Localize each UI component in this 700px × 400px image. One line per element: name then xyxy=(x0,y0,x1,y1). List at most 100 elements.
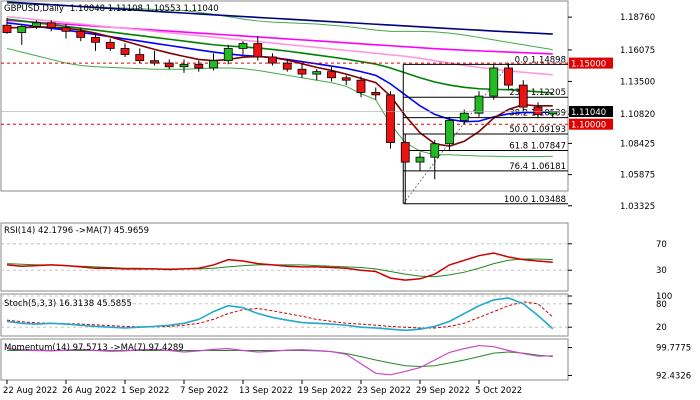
candle-body xyxy=(312,71,322,75)
moving-average-line-2 xyxy=(6,15,553,76)
rsi-line xyxy=(6,252,553,281)
level-label-bg xyxy=(569,57,613,69)
osc-tick-label: 20 xyxy=(656,323,667,333)
candle-body xyxy=(327,71,336,79)
time-tick-label: 23 Sep 2022 xyxy=(357,386,411,396)
osc-tick-label: 30 xyxy=(656,266,667,276)
osc-tick-label: 70 xyxy=(656,240,667,250)
fib-level-label: 100.0 1.03488 xyxy=(504,195,566,205)
candle-body xyxy=(91,37,100,43)
momentum-axis: 99.7775 92.4326 xyxy=(568,344,691,381)
time-axis: 22 Aug 2022 26 Aug 2022 1 Sep 2022 7 Sep 20… xyxy=(3,380,522,396)
fib-level-label: 76.4 1.06181 xyxy=(509,162,566,172)
time-tick-label: 13 Sep 2022 xyxy=(239,386,293,396)
candle-body xyxy=(459,112,469,121)
candle-body xyxy=(533,106,543,115)
candle-body xyxy=(430,143,440,158)
candle-body xyxy=(268,56,277,64)
candle-body xyxy=(223,48,233,62)
price-tick-label: 1.13500 xyxy=(620,77,655,87)
candle-body xyxy=(2,24,12,33)
momentum-panel: 99.7775 92.4326 Momentum(14) 97.5713 ->MA… xyxy=(0,338,691,381)
time-tick-label: 19 Sep 2022 xyxy=(298,386,352,396)
osc-tick-label: 99.7775 xyxy=(656,344,691,354)
chart-title: GBPUSD,Daily 1.10848 1.11108 1.10553 1.11… xyxy=(4,4,219,14)
chart-title-ohlc: 1.10848 1.11108 1.10553 1.11040 xyxy=(70,4,219,14)
price-tick-label: 1.18760 xyxy=(620,13,655,23)
candle-body xyxy=(135,54,145,62)
stoch-k-line xyxy=(6,297,554,332)
time-tick-label: 29 Sep 2022 xyxy=(416,386,470,396)
candle-body xyxy=(474,95,484,114)
fib-level-label: 61.8 1.07847 xyxy=(509,141,566,151)
candlesticks xyxy=(2,17,558,204)
current-price-label: 1.11040 xyxy=(571,108,606,118)
rsi-axis: 70 30 xyxy=(568,240,667,276)
moving-averages xyxy=(6,1,553,148)
candle-body xyxy=(46,22,56,29)
osc-tick-label: 100 xyxy=(656,292,672,302)
candle-body xyxy=(238,43,248,49)
price-axis: 1.18760 1.16075 1.13500 1.10820 1.08425 1.058… xyxy=(1,13,655,212)
stoch-title: Stoch(5,3,3) 16.3138 45.5855 xyxy=(4,299,132,309)
candle-body xyxy=(179,63,189,68)
candle-body xyxy=(548,111,558,115)
time-tick-label: 1 Sep 2022 xyxy=(121,386,169,396)
chart-title-symbol: GBPUSD,Daily xyxy=(4,4,64,14)
fib-level-label: 0.0 1.14898 xyxy=(515,55,566,65)
rsi-title: RSI(14) 42.1796 ->MA(7) 45.9659 xyxy=(4,226,149,236)
candle-body xyxy=(297,68,307,75)
level-label: 1.15000 xyxy=(571,60,606,70)
price-tick-label: 1.10820 xyxy=(620,110,655,120)
candle-body xyxy=(415,156,425,163)
price-tick-label: 1.08425 xyxy=(620,139,655,149)
stoch-d-line xyxy=(6,301,554,329)
momentum-line xyxy=(6,344,553,376)
candle-body xyxy=(282,62,292,70)
candle-body xyxy=(504,67,513,86)
price-tick-label: 1.05875 xyxy=(620,171,655,181)
candle-body xyxy=(386,94,395,143)
level-label: 1.10000 xyxy=(571,121,606,131)
candle-body xyxy=(489,67,499,97)
candle-body xyxy=(209,60,218,69)
rsi-panel: 70 30 RSI(14) 42.1796 ->MA(7) 45.9659 xyxy=(0,222,667,292)
rsi-lines xyxy=(1,243,568,281)
candle-body xyxy=(253,43,263,58)
moving-average-line-3 xyxy=(6,18,553,94)
candle-body xyxy=(400,142,410,163)
moving-average-line-5 xyxy=(7,26,553,148)
momentum-lines xyxy=(6,344,553,376)
current-price-bg xyxy=(569,105,613,117)
candle-body xyxy=(194,63,204,69)
candle-body xyxy=(164,62,174,68)
fib-level-label: 23.6 1.12205 xyxy=(509,88,566,98)
momentum-title: Momentum(14) 97.5713 ->MA(7) 97.4289 xyxy=(4,343,184,353)
candle-body xyxy=(32,22,41,27)
candle-body xyxy=(445,120,454,145)
moving-average-line-0 xyxy=(6,1,553,35)
fib-level-label: 50.0 1.09193 xyxy=(509,125,566,135)
level-label-bg xyxy=(569,118,613,130)
candle-body xyxy=(17,26,27,33)
candle-body xyxy=(150,60,159,64)
candle-body xyxy=(518,84,528,108)
time-tick-label: 5 Oct 2022 xyxy=(475,386,522,396)
osc-tick-label: 92.4326 xyxy=(656,371,691,381)
time-tick-label: 26 Aug 2022 xyxy=(62,386,116,396)
candle-body xyxy=(105,41,115,49)
price-tick-label: 1.16075 xyxy=(620,46,655,56)
candle-body xyxy=(120,48,130,55)
candle-body xyxy=(61,27,71,32)
time-tick-label: 22 Aug 2022 xyxy=(3,386,57,396)
stoch-lines xyxy=(1,295,568,332)
candle-body xyxy=(371,92,381,96)
osc-tick-label: 80 xyxy=(656,300,667,310)
candle-body xyxy=(76,30,86,38)
time-tick-label: 7 Sep 2022 xyxy=(180,386,228,396)
candle-body xyxy=(341,77,351,81)
